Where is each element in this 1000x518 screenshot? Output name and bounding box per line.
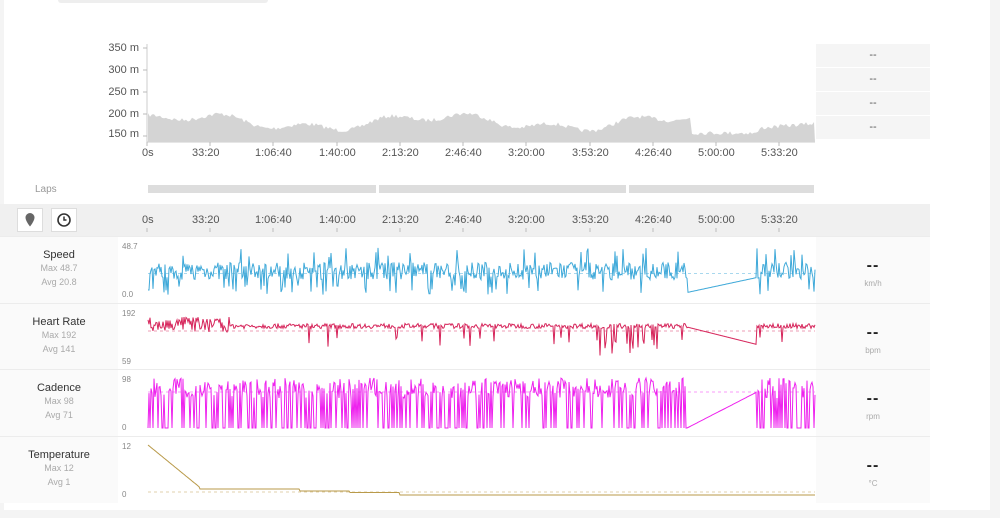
elevation-x-tick-label: 2:13:20 bbox=[382, 147, 419, 159]
lap-bar[interactable] bbox=[148, 185, 376, 193]
metric-unit: km/h bbox=[864, 279, 882, 288]
metric-label-cell: Heart Rate Max 192 Avg 141 bbox=[0, 304, 118, 370]
metric-y-min-label: 0.0 bbox=[122, 290, 134, 299]
metric-y-min-label: 0 bbox=[122, 423, 127, 432]
timeline-x-tick-label: 5:33:20 bbox=[761, 214, 798, 226]
metric-y-max-label: 192 bbox=[122, 309, 136, 318]
metric-max: Max 192 bbox=[41, 330, 77, 340]
metric-unit: rpm bbox=[866, 412, 880, 421]
elevation-stat-value: -- bbox=[816, 116, 930, 140]
top-tab-edge bbox=[58, 0, 268, 3]
metric-current-value: -- bbox=[866, 257, 880, 274]
metric-name: Temperature bbox=[28, 449, 90, 461]
metric-name: Speed bbox=[43, 249, 75, 261]
metric-value-cell: -- rpm bbox=[816, 370, 930, 436]
timeline-x-tick-label: 5:00:00 bbox=[698, 214, 735, 226]
timeline-x-tick-label: 3:20:00 bbox=[508, 214, 545, 226]
laps-label: Laps bbox=[35, 184, 57, 195]
metric-y-min-label: 0 bbox=[122, 490, 127, 499]
metric-label-cell: Cadence Max 98 Avg 71 bbox=[0, 370, 118, 436]
timeline-x-tick-label: 0s bbox=[142, 214, 154, 226]
lap-bar[interactable] bbox=[629, 185, 814, 193]
metric-value-cell: -- °C bbox=[816, 437, 930, 503]
elevation-x-tick-label: 1:06:40 bbox=[255, 147, 292, 159]
timeline-x-tick-label: 3:53:20 bbox=[572, 214, 609, 226]
metric-avg: Avg 1 bbox=[47, 477, 71, 487]
elevation-x-tick-label: 1:40:00 bbox=[319, 147, 356, 159]
metric-max: Max 98 bbox=[44, 396, 74, 406]
elevation-x-tick-label: 0s bbox=[142, 147, 154, 159]
timeline-x-tick-label: 4:26:40 bbox=[635, 214, 672, 226]
metric-y-max-label: 98 bbox=[122, 375, 131, 384]
clock-button[interactable] bbox=[51, 208, 77, 232]
elevation-x-tick-label: 5:00:00 bbox=[698, 147, 735, 159]
metric-value-cell: -- bpm bbox=[816, 304, 930, 370]
timeline-x-tick-label: 1:06:40 bbox=[255, 214, 292, 226]
lap-bar[interactable] bbox=[379, 185, 626, 193]
elevation-y-label: 350 m bbox=[108, 42, 139, 54]
elevation-x-tick-label: 3:20:00 bbox=[508, 147, 545, 159]
metric-avg: Avg 20.8 bbox=[41, 277, 77, 287]
metric-label-cell: Temperature Max 12 Avg 1 bbox=[0, 437, 118, 503]
row-divider bbox=[0, 436, 930, 437]
elevation-x-tick-label: 3:53:20 bbox=[572, 147, 609, 159]
metric-current-value: -- bbox=[866, 390, 880, 407]
metric-unit: bpm bbox=[865, 346, 881, 355]
timeline-x-tick-label: 33:20 bbox=[192, 214, 220, 226]
metric-name: Cadence bbox=[36, 382, 82, 394]
clock-icon bbox=[57, 213, 71, 227]
elevation-profile-chart[interactable] bbox=[0, 0, 1000, 160]
timeline-x-tick-label: 2:46:40 bbox=[445, 214, 482, 226]
metric-y-max-label: 12 bbox=[122, 442, 131, 451]
metric-y-min-label: 59 bbox=[122, 357, 131, 366]
timeline-x-tick-label: 1:40:00 bbox=[319, 214, 356, 226]
elevation-stat-value: -- bbox=[816, 68, 930, 92]
elevation-stat-value: -- bbox=[816, 44, 930, 68]
metric-max: Max 12 bbox=[44, 463, 74, 473]
row-divider bbox=[0, 236, 930, 237]
elevation-y-label: 150 m bbox=[108, 128, 139, 140]
elevation-stat-value: -- bbox=[816, 92, 930, 116]
metric-avg: Avg 141 bbox=[42, 344, 76, 354]
timeline-x-tick-label: 2:13:20 bbox=[382, 214, 419, 226]
metric-unit: °C bbox=[868, 479, 878, 488]
elevation-x-tick-label: 5:33:20 bbox=[761, 147, 798, 159]
metric-name: Heart Rate bbox=[32, 316, 86, 328]
row-divider bbox=[0, 303, 930, 304]
elevation-area bbox=[148, 112, 815, 142]
metric-value-cell: -- km/h bbox=[816, 237, 930, 303]
elevation-x-tick-label: 33:20 bbox=[192, 147, 220, 159]
elevation-x-tick-label: 4:26:40 bbox=[635, 147, 672, 159]
metric-current-value: -- bbox=[866, 324, 880, 341]
map-pin-icon bbox=[25, 213, 35, 227]
elevation-y-label: 250 m bbox=[108, 86, 139, 98]
metric-max: Max 48.7 bbox=[40, 263, 78, 273]
metric-current-value: -- bbox=[866, 457, 880, 474]
map-pin-button[interactable] bbox=[17, 208, 43, 232]
elevation-x-tick-label: 2:46:40 bbox=[445, 147, 482, 159]
row-divider bbox=[0, 369, 930, 370]
elevation-y-label: 200 m bbox=[108, 108, 139, 120]
metric-label-cell: Speed Max 48.7 Avg 20.8 bbox=[0, 237, 118, 303]
metric-y-max-label: 48.7 bbox=[122, 242, 138, 251]
metric-avg: Avg 71 bbox=[45, 410, 73, 420]
chart-toolbar bbox=[0, 204, 930, 236]
elevation-y-label: 300 m bbox=[108, 64, 139, 76]
